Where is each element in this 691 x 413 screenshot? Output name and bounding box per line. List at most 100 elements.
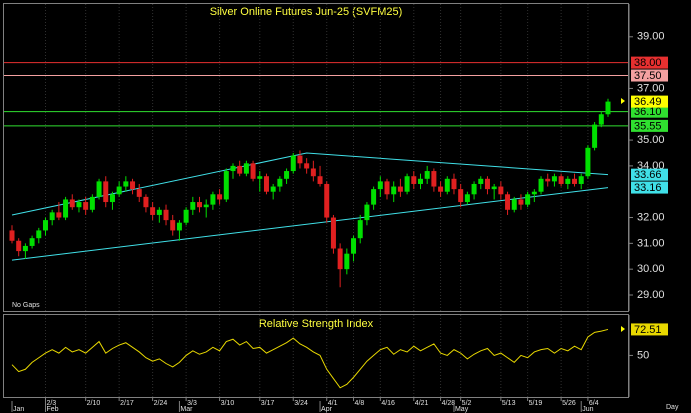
x-tick-label: 4/16 <box>381 400 395 407</box>
candle-body <box>545 178 551 182</box>
rsi-last-box <box>631 323 668 336</box>
candle-body <box>143 196 149 208</box>
candle-body <box>471 183 477 195</box>
candle-body <box>22 245 28 252</box>
level-box <box>631 119 668 132</box>
candle-body <box>538 178 544 192</box>
level-box <box>631 56 668 69</box>
level-label: 38.00 <box>634 57 662 69</box>
trendline-label: 33.16 <box>634 182 662 194</box>
candle-body <box>397 186 403 192</box>
candle-body <box>525 194 531 205</box>
y-tick-label: 31.00 <box>637 237 665 249</box>
candle-body <box>123 181 129 187</box>
x-tick-label: 3/24 <box>294 400 308 407</box>
x-tick-label: 5/19 <box>529 400 543 407</box>
no-gaps-note: No Gaps <box>12 302 40 309</box>
x-tick-label: 4/28 <box>442 400 456 407</box>
level-label: 36.10 <box>634 106 662 118</box>
candle-body <box>190 202 196 210</box>
x-tick-label: 4/8 <box>355 400 365 407</box>
candle-body <box>438 186 444 192</box>
last-price-arrow <box>621 98 625 104</box>
candle-body <box>297 155 303 164</box>
candle-body <box>150 207 156 215</box>
month-label: Jun <box>582 406 593 413</box>
candle-body <box>203 204 209 208</box>
candle-body <box>163 209 169 221</box>
candle-body <box>317 176 323 184</box>
candle-body <box>572 178 578 184</box>
x-tick-label: 2/17 <box>120 400 134 407</box>
candle-body <box>578 176 584 184</box>
candle-body <box>518 199 524 205</box>
candle-body <box>377 181 383 190</box>
x-tick-label: 5/2 <box>462 400 472 407</box>
candle-body <box>284 171 290 179</box>
y-tick-label: 35.00 <box>637 134 665 146</box>
candle-body <box>364 204 370 221</box>
trendline-box <box>631 181 668 194</box>
candle-body <box>109 194 115 203</box>
level-box <box>631 69 668 82</box>
x-tick-label: 3/17 <box>261 400 275 407</box>
candle-body <box>263 176 269 192</box>
x-tick-label: 6/4 <box>589 400 599 407</box>
candle-body <box>344 253 350 270</box>
candle-body <box>558 176 564 184</box>
x-tick-label: 3/3 <box>187 400 197 407</box>
candle-body <box>243 163 249 174</box>
candle-body <box>498 186 504 195</box>
candle-body <box>69 199 75 208</box>
candle-body <box>384 181 390 195</box>
y-tick-label: 29.00 <box>637 289 665 301</box>
chart-title: Silver Online Futures Jun-25 (SVFM25) <box>210 6 403 18</box>
candle-body <box>183 209 189 223</box>
x-tick-label: 2/3 <box>46 400 56 407</box>
candle-body <box>16 240 22 252</box>
y-tick-label: 30.00 <box>637 263 665 275</box>
x-tick-label: 2/24 <box>154 400 168 407</box>
candle-body <box>464 194 470 203</box>
candle-body <box>592 124 598 148</box>
month-label: Jan <box>13 406 24 413</box>
candle-body <box>478 178 484 184</box>
candle-body <box>505 194 511 210</box>
x-tick-label: 5/26 <box>562 400 576 407</box>
x-tick-label: 2/10 <box>87 400 101 407</box>
month-label: Mar <box>180 406 193 413</box>
candle-body <box>89 196 95 210</box>
y-tick-label: 32.00 <box>637 211 665 223</box>
candle-body <box>156 209 162 215</box>
x-tick-label: 5/13 <box>502 400 516 407</box>
level-label: 37.50 <box>634 70 662 82</box>
candle-body <box>42 220 48 231</box>
candle-body <box>130 181 136 190</box>
candle-body <box>197 202 203 208</box>
candle-body <box>391 186 397 195</box>
trendline-box <box>631 168 668 181</box>
candle-body <box>103 181 109 203</box>
y-tick-label: 50 <box>637 349 649 361</box>
month-label: May <box>455 406 469 413</box>
candle-body <box>290 155 296 172</box>
candle-body <box>210 194 216 205</box>
candle-body <box>223 171 229 200</box>
candle-body <box>176 222 182 231</box>
candle-body <box>310 168 316 177</box>
y-tick-label: 37.00 <box>637 82 665 94</box>
x-tick-label: 3/10 <box>221 400 235 407</box>
candle-body <box>351 238 357 254</box>
rsi-last-label: 72.51 <box>634 324 662 336</box>
candle-body <box>237 165 243 174</box>
candle-body <box>404 176 410 192</box>
candle-body <box>277 178 283 187</box>
candle-body <box>585 147 591 177</box>
level-label: 35.55 <box>634 120 662 132</box>
candle-body <box>424 171 430 179</box>
candle-body <box>337 248 343 270</box>
candle-body <box>9 230 15 241</box>
candle-body <box>230 165 236 172</box>
